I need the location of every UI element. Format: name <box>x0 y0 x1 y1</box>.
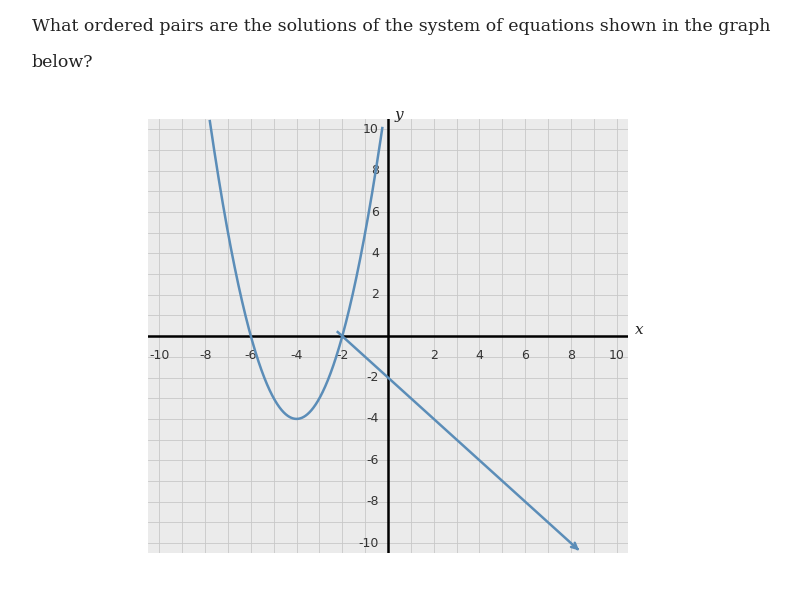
Text: 2: 2 <box>430 349 438 362</box>
Text: -6: -6 <box>245 349 257 362</box>
Text: 4: 4 <box>475 349 483 362</box>
Text: 2: 2 <box>371 289 379 301</box>
Text: -10: -10 <box>150 349 170 362</box>
Text: 10: 10 <box>363 123 379 136</box>
Text: below?: below? <box>32 54 94 71</box>
Text: 8: 8 <box>567 349 575 362</box>
Text: 6: 6 <box>371 206 379 218</box>
Text: -2: -2 <box>336 349 349 362</box>
Text: 4: 4 <box>371 247 379 260</box>
Text: -6: -6 <box>366 454 379 466</box>
Text: 10: 10 <box>609 349 625 362</box>
Text: 6: 6 <box>522 349 529 362</box>
Text: y: y <box>395 108 403 122</box>
Text: -2: -2 <box>366 371 379 384</box>
Text: What ordered pairs are the solutions of the system of equations shown in the gra: What ordered pairs are the solutions of … <box>32 18 770 35</box>
Text: -8: -8 <box>199 349 211 362</box>
Text: -4: -4 <box>290 349 302 362</box>
Text: -4: -4 <box>366 412 379 425</box>
Text: -10: -10 <box>358 537 379 550</box>
Text: 8: 8 <box>371 164 379 177</box>
Text: -8: -8 <box>366 495 379 508</box>
Text: x: x <box>635 323 643 337</box>
